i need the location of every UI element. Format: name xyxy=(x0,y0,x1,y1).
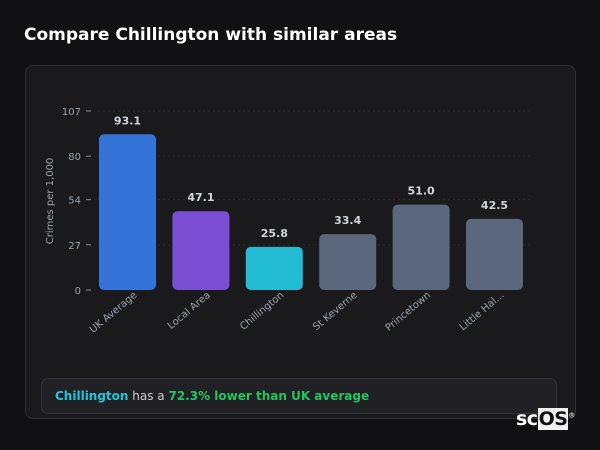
summary-area: Chillington xyxy=(55,389,129,403)
x-tick-label: Chillington xyxy=(238,290,286,333)
x-tick-label: Princetown xyxy=(384,290,433,334)
y-axis-label: Crimes per 1,000 xyxy=(45,158,56,245)
bar xyxy=(99,134,156,290)
y-tick-label: 0 xyxy=(75,286,81,297)
bar xyxy=(245,246,303,290)
bar xyxy=(319,234,377,290)
summary-text: has a xyxy=(128,389,169,403)
data-label: 25.8 xyxy=(261,227,288,240)
x-tick-label: Little Hal... xyxy=(458,290,507,333)
data-label: 93.1 xyxy=(114,114,141,127)
data-label: 47.1 xyxy=(187,191,214,204)
x-tick-label: Local Area xyxy=(166,290,213,332)
y-tick-label: 54 xyxy=(68,196,81,207)
bar xyxy=(392,204,450,290)
y-tick-label: 27 xyxy=(68,241,81,252)
x-tick-label: UK Average xyxy=(88,290,140,336)
x-tick-label: St Keverne xyxy=(311,290,360,333)
bar xyxy=(172,211,230,290)
y-tick-label: 80 xyxy=(68,152,81,163)
scos-logo: scOS® xyxy=(516,408,575,430)
data-label: 33.4 xyxy=(334,214,361,227)
page-title: Compare Chillington with similar areas xyxy=(24,25,398,45)
y-tick-label: 107 xyxy=(62,107,81,118)
data-label: 51.0 xyxy=(408,185,435,198)
summary-box: Chillington has a 72.3% lower than UK av… xyxy=(41,378,557,414)
bar xyxy=(466,218,523,290)
summary-comparison: 72.3% lower than UK average xyxy=(168,389,370,403)
data-label: 42.5 xyxy=(481,199,508,212)
